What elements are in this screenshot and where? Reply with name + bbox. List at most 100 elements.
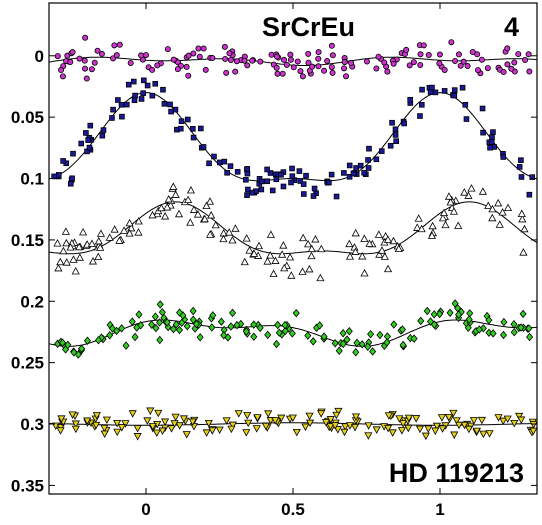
- data-point-diamond: [455, 310, 463, 319]
- data-point-triangle-up: [225, 228, 234, 236]
- data-point-diamond: [281, 326, 289, 336]
- data-point-triangle-down: [460, 421, 469, 430]
- data-point-diamond: [510, 327, 518, 337]
- data-point-triangle-up: [494, 198, 503, 207]
- x-tick-label: 0.5: [281, 500, 305, 519]
- data-point-triangle-down: [252, 425, 261, 433]
- data-point-circle: [457, 62, 464, 69]
- data-point-triangle-down: [388, 429, 397, 437]
- data-point-square: [387, 142, 394, 149]
- data-point-circle: [241, 57, 248, 64]
- data-point-triangle-up: [96, 229, 106, 237]
- data-point-triangle-down: [133, 425, 142, 433]
- data-point-triangle-down: [158, 427, 167, 435]
- data-point-triangle-down: [117, 424, 126, 432]
- data-point-circle: [209, 55, 216, 62]
- data-point-diamond: [122, 341, 130, 350]
- data-point-circle: [508, 65, 515, 72]
- x-tick-label: 1: [435, 500, 444, 519]
- data-point-circle: [164, 46, 171, 53]
- data-point-triangle-down: [264, 410, 273, 418]
- data-point-diamond: [156, 318, 164, 327]
- data-point-diamond: [399, 340, 407, 350]
- data-point-triangle-up: [446, 197, 455, 206]
- data-point-diamond: [158, 307, 166, 317]
- data-point-triangle-down: [372, 426, 381, 434]
- y-tick-label: 0.35: [11, 476, 44, 495]
- data-point-triangle-up: [375, 250, 384, 258]
- data-point-circle: [88, 66, 95, 73]
- data-point-circle: [138, 52, 145, 59]
- data-point-diamond: [526, 332, 534, 342]
- data-point-square: [518, 174, 525, 180]
- data-point-square: [264, 166, 270, 173]
- data-point-triangle-down: [170, 420, 179, 428]
- data-point-circle: [328, 42, 335, 49]
- data-point-square: [289, 173, 296, 179]
- fit-curve-triangle-up: [48, 201, 538, 255]
- y-tick-label: 0.15: [11, 231, 44, 250]
- data-point-triangle-up: [115, 236, 124, 244]
- data-point-circle: [244, 62, 251, 69]
- data-point-triangle-down: [234, 410, 243, 418]
- data-point-triangle-down: [57, 415, 66, 423]
- data-point-triangle-down: [341, 423, 350, 431]
- data-point-square: [269, 187, 276, 194]
- data-point-triangle-down: [121, 420, 130, 428]
- data-point-triangle-up: [316, 273, 325, 282]
- data-point-triangle-up: [351, 228, 360, 237]
- data-point-diamond: [172, 320, 180, 329]
- data-point-square: [401, 120, 407, 127]
- data-point-circle: [91, 59, 98, 66]
- data-point-triangle-down: [242, 429, 251, 437]
- data-point-diamond: [227, 322, 235, 331]
- data-point-triangle-down: [424, 425, 433, 433]
- data-point-diamond: [398, 325, 407, 334]
- y-tick-label: 0.25: [11, 354, 44, 373]
- data-point-triangle-down: [395, 415, 404, 423]
- data-point-square: [190, 134, 197, 141]
- data-point-diamond: [233, 320, 241, 330]
- data-point-triangle-down: [529, 421, 538, 429]
- y-tick-label: 0.3: [20, 415, 44, 434]
- data-point-triangle-down: [152, 429, 161, 438]
- data-point-square: [278, 172, 284, 178]
- data-point-diamond: [196, 333, 204, 342]
- data-point-circle: [185, 72, 192, 79]
- data-point-circle: [67, 58, 74, 65]
- data-point-square: [55, 172, 62, 178]
- data-point-diamond: [320, 332, 328, 341]
- data-point-triangle-down: [143, 417, 152, 425]
- data-point-triangle-up: [439, 208, 449, 217]
- data-point-diamond: [525, 324, 533, 333]
- data-point-square: [110, 106, 116, 113]
- data-point-square: [85, 137, 91, 143]
- data-point-diamond: [242, 327, 250, 336]
- data-point-triangle-down: [253, 414, 262, 422]
- data-point-diamond: [208, 323, 216, 332]
- data-point-triangle-up: [75, 253, 84, 261]
- data-point-square: [365, 165, 372, 171]
- data-point-square: [419, 86, 425, 93]
- data-point-circle: [515, 51, 522, 58]
- data-point-diamond: [237, 319, 245, 329]
- data-point-square: [144, 82, 151, 89]
- data-point-circle: [341, 59, 348, 66]
- data-point-square: [479, 105, 486, 112]
- data-point-square: [429, 84, 435, 91]
- data-point-triangle-up: [174, 209, 184, 218]
- data-point-triangle-down: [479, 430, 488, 439]
- data-point-triangle-up: [200, 214, 209, 223]
- data-point-triangle-up: [245, 246, 254, 254]
- data-point-triangle-up: [211, 220, 220, 229]
- data-point-triangle-up: [478, 187, 487, 195]
- data-point-square: [125, 81, 132, 88]
- data-point-triangle-up: [183, 195, 193, 203]
- data-point-square: [149, 92, 156, 99]
- data-point-circle: [417, 61, 424, 68]
- data-point-triangle-down: [421, 432, 430, 441]
- data-point-circle: [328, 64, 335, 71]
- data-point-triangle-up: [62, 238, 71, 247]
- data-point-square: [245, 186, 251, 193]
- fit-curve-triangle-down: [48, 422, 538, 426]
